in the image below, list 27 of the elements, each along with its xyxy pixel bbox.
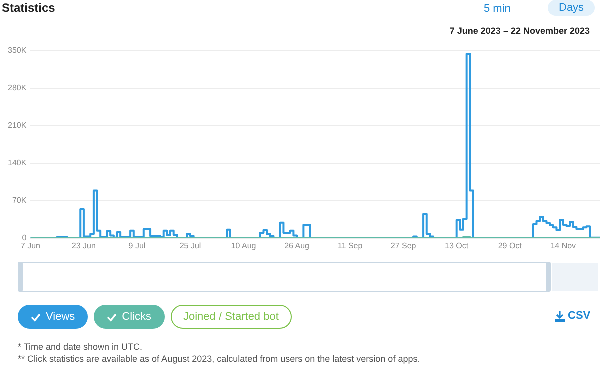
text: Views (18, 305, 88, 329)
x-tick-label: 14 Nov (550, 241, 576, 250)
text: Days (548, 0, 596, 16)
y-tick-label: 280K (8, 84, 28, 93)
x-tick-label: 7 Jun (20, 241, 40, 250)
x-tick-label: 25 Jul (180, 241, 202, 250)
x-tick-label: 27 Sep (390, 241, 417, 250)
text: 5 min (483, 2, 512, 17)
x-tick-label: 11 Sep (338, 241, 364, 250)
x-tick-label: 29 Oct (498, 241, 523, 250)
text: Clicks (94, 305, 164, 329)
text: ** Click statistics are available as of August 2023, calculated from users on the latest version of apps. (18, 353, 420, 365)
y-tick-label: 0 (22, 234, 28, 243)
x-tick-label: 13 Oct (445, 241, 470, 250)
y-tick-label: 70K (12, 196, 28, 206)
x-tick-label: 9 Jul (128, 241, 146, 250)
legend-label: Joined / Started bot (170, 305, 292, 329)
chart-subtitle: 7 June 2023 – 22 November 2023 (450, 26, 590, 36)
x-tick-label: 26 Aug (284, 241, 310, 250)
y-tick-label: 140K (8, 158, 28, 168)
chart-title: Statistics (2, 1, 56, 15)
text: CSV (567, 310, 591, 322)
text: * Time and date shown in UTC. (18, 341, 144, 353)
y-tick-label: 210K (8, 121, 28, 130)
y-tick-label: 350K (8, 46, 28, 56)
x-tick-label: 23 Jun (72, 241, 96, 250)
x-tick-label: 10 Aug (231, 241, 256, 250)
